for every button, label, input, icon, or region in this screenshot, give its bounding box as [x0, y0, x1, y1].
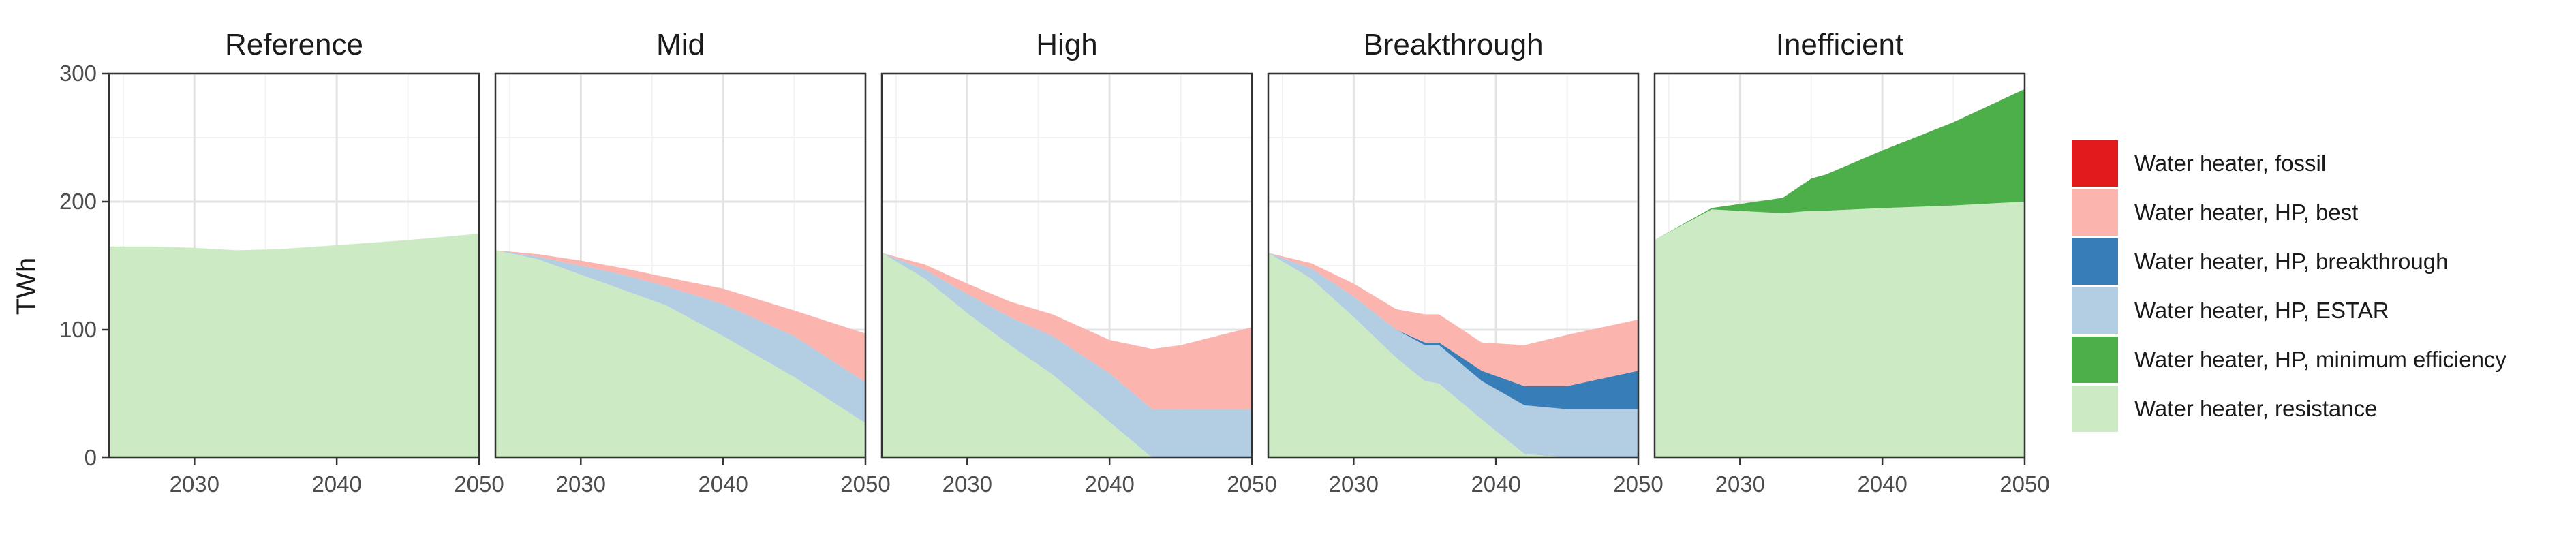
y-tick-label: 200	[59, 189, 97, 214]
legend-label: Water heater, fossil	[2134, 151, 2326, 176]
panel-border	[108, 72, 480, 459]
legend-key	[2072, 189, 2118, 236]
x-tick-label: 2040	[311, 471, 361, 497]
x-tick-label: 2050	[1227, 471, 1276, 497]
legend-key	[2072, 140, 2118, 187]
area-water-heater-hp-best	[495, 250, 865, 383]
area-water-heater-resistance	[109, 234, 479, 458]
legend-key	[2072, 238, 2118, 285]
y-tick-label: 100	[59, 317, 97, 342]
facet-high: High 2030 2040 2050	[880, 28, 1277, 497]
facets: Reference 2030 2040 2050 0 100 200 300 Mid 2030 20…	[59, 28, 2050, 497]
x-tick-label: 2040	[1857, 471, 1907, 497]
legend-item-water-heater-resistance: Water heater, resistance	[2072, 386, 2377, 432]
panel-border	[1267, 72, 1640, 459]
area-water-heater-resistance	[882, 253, 1252, 458]
legend-key	[2072, 386, 2118, 432]
x-tick-label: 2030	[1329, 471, 1379, 497]
legend-label: Water heater, HP, best	[2134, 200, 2358, 225]
facet-title: Mid	[656, 28, 705, 61]
area-water-heater-hp-estar	[495, 250, 865, 424]
legend-key	[2072, 287, 2118, 334]
area-water-heater-hp-breakthrough	[1268, 253, 1638, 409]
legend: Water heater, fossil Water heater, HP, be…	[2072, 140, 2506, 432]
y-axis-title: TWh	[12, 258, 42, 315]
x-tick-label: 2050	[1999, 471, 2049, 497]
x-tick-label: 2040	[1084, 471, 1134, 497]
legend-key	[2072, 337, 2118, 383]
x-tick-label: 2030	[556, 471, 606, 497]
x-tick-label: 2030	[170, 471, 219, 497]
x-tick-label: 2030	[1715, 471, 1765, 497]
x-tick-label: 2040	[698, 471, 748, 497]
facet-breakthrough: Breakthrough 2030 2040 2050	[1267, 28, 1663, 497]
area-water-heater-resistance	[495, 250, 865, 458]
area-water-heater-resistance	[1655, 202, 2025, 458]
area-water-heater-hp-minimum-efficiency	[1655, 89, 2025, 240]
panel-border	[1653, 72, 2026, 459]
legend-label: Water heater, HP, minimum efficiency	[2134, 347, 2506, 372]
panel-border	[880, 72, 1253, 459]
y-tick-label: 300	[59, 61, 97, 86]
area-water-heater-hp-estar	[882, 253, 1252, 458]
facet-title: Reference	[225, 28, 363, 61]
area-water-heater-hp-best	[1268, 253, 1638, 386]
facet-title: Inefficient	[1776, 28, 1904, 61]
legend-item-water-heater-fossil: Water heater, fossil	[2072, 140, 2326, 187]
legend-item-water-heater-hp-estar: Water heater, HP, ESTAR	[2072, 287, 2389, 334]
legend-label: Water heater, HP, ESTAR	[2134, 298, 2389, 323]
x-tick-label: 2050	[1613, 471, 1663, 497]
facet-title: Breakthrough	[1363, 28, 1543, 61]
legend-label: Water heater, HP, breakthrough	[2134, 249, 2448, 274]
area-water-heater-hp-best	[882, 253, 1252, 409]
area-water-heater-resistance	[1268, 253, 1638, 458]
legend-item-water-heater-hp-minimum-efficiency: Water heater, HP, minimum efficiency	[2072, 337, 2506, 383]
x-tick-label: 2050	[454, 471, 504, 497]
x-tick-label: 2050	[840, 471, 890, 497]
x-tick-label: 2040	[1471, 471, 1520, 497]
y-tick-label: 0	[85, 445, 97, 470]
area-water-heater-hp-estar	[1268, 253, 1638, 458]
legend-item-water-heater-hp-breakthrough: Water heater, HP, breakthrough	[2072, 238, 2448, 285]
legend-label: Water heater, resistance	[2134, 396, 2377, 421]
facet-mid: Mid 2030 2040 2050	[494, 28, 891, 497]
facet-inefficient: Inefficient 2030 2040 2050	[1653, 28, 2050, 497]
facet-title: High	[1036, 28, 1098, 61]
y-axis-title-group: TWh	[12, 258, 42, 315]
panel-border	[494, 72, 867, 459]
x-tick-label: 2030	[942, 471, 992, 497]
facet-reference: Reference 2030 2040 2050 0 100 200 300	[59, 28, 504, 497]
legend-item-water-heater-hp-best: Water heater, HP, best	[2072, 189, 2358, 236]
